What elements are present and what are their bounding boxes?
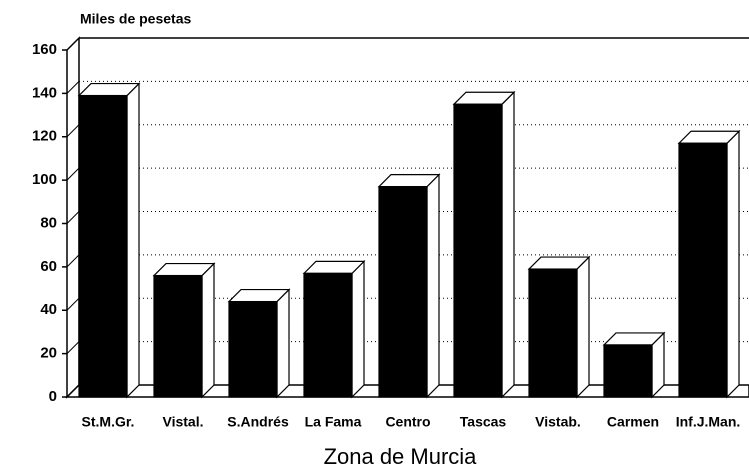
bar xyxy=(453,103,503,398)
bar-side xyxy=(126,82,140,399)
grid-line xyxy=(66,167,80,181)
bar xyxy=(228,300,278,398)
y-tick-label: 120 xyxy=(32,128,57,145)
y-axis-title: Miles de pesetas xyxy=(80,11,191,27)
bar-side xyxy=(576,255,590,399)
grid-line xyxy=(66,341,80,354)
x-tick-label: Inf.J.Man. xyxy=(676,414,741,430)
y-tick-label: 0 xyxy=(49,388,57,405)
bar xyxy=(528,268,578,398)
x-tick-label: Tascas xyxy=(460,414,507,430)
bar xyxy=(603,344,653,398)
x-tick-label: Centro xyxy=(385,414,430,430)
bar xyxy=(153,274,203,398)
bar-side xyxy=(201,262,215,399)
y-tick-label: 40 xyxy=(40,301,57,318)
grid-line xyxy=(66,81,80,94)
bar-side xyxy=(351,259,365,399)
x-tick-label: St.M.Gr. xyxy=(82,414,135,430)
bar xyxy=(378,186,428,398)
x-axis-title: Zona de Murcia xyxy=(324,444,478,469)
grid-line xyxy=(66,254,80,268)
bar-side xyxy=(276,288,290,399)
x-tick-label: Carmen xyxy=(607,414,659,430)
bar-side xyxy=(501,90,515,399)
grid-line xyxy=(66,297,80,311)
x-tick-label: Vistal. xyxy=(163,414,204,430)
bar xyxy=(678,142,728,398)
y-tick-label: 160 xyxy=(32,41,57,58)
grid-line xyxy=(66,124,80,138)
y-tick-label: 140 xyxy=(32,84,57,101)
y-tick-label: 100 xyxy=(32,171,57,188)
x-tick-label: La Fama xyxy=(305,414,362,430)
x-tick-label: S.Andrés xyxy=(227,414,289,430)
grid-line xyxy=(66,211,80,224)
y-tick-label: 80 xyxy=(40,214,57,231)
bar-side xyxy=(426,173,440,399)
y-tick-label: 60 xyxy=(40,258,57,275)
bar xyxy=(303,272,353,398)
bar xyxy=(78,94,128,398)
bar-side xyxy=(726,129,740,399)
x-tick-label: Vistab. xyxy=(535,414,581,430)
y-tick-label: 20 xyxy=(40,345,57,362)
